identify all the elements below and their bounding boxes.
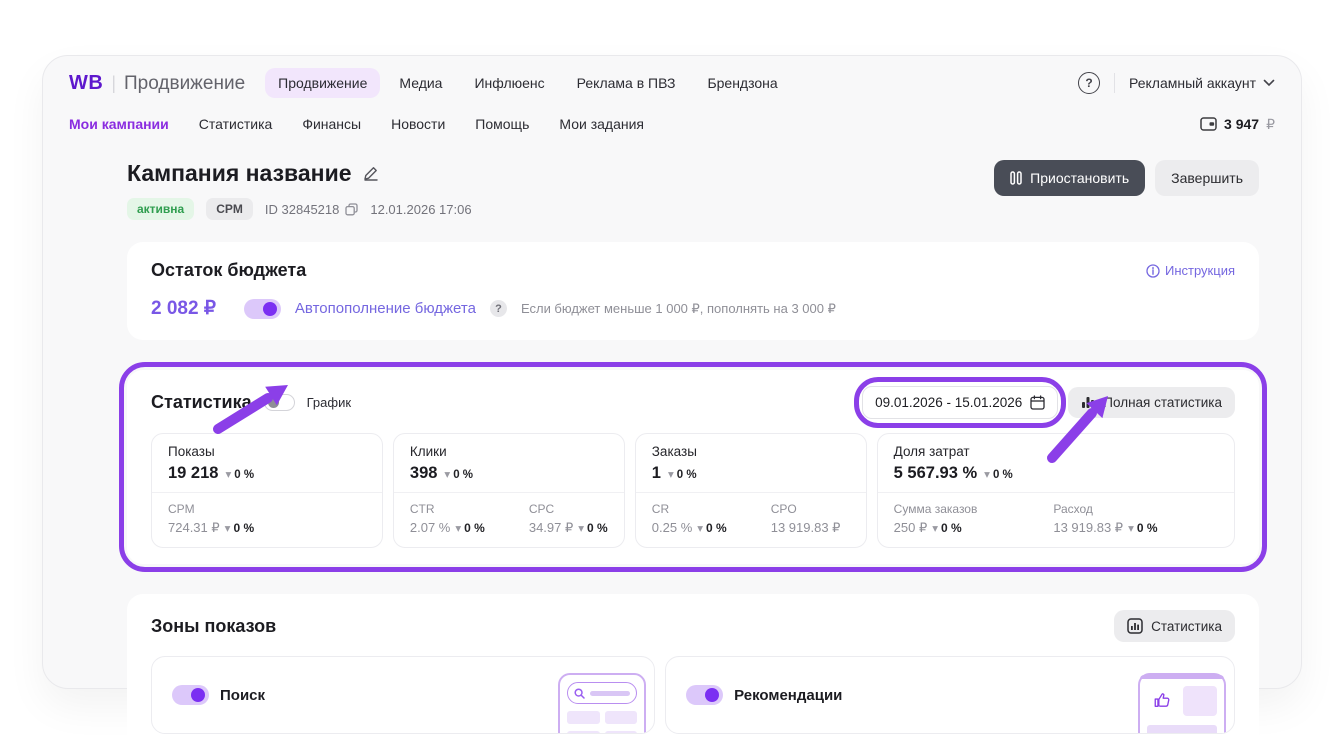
stat-value: 1 bbox=[651, 464, 661, 482]
account-label: Рекламный аккаунт bbox=[1129, 75, 1256, 91]
copy-icon[interactable] bbox=[345, 202, 359, 216]
change-down-icon: ▾ bbox=[444, 469, 451, 481]
zones-card: Зоны показов Статистика Поиск bbox=[127, 594, 1259, 750]
change-down-icon: ▾ bbox=[578, 523, 585, 535]
page-title-row: Кампания название bbox=[127, 160, 472, 187]
chevron-down-icon bbox=[1263, 79, 1275, 87]
tab-media[interactable]: Медиа bbox=[399, 75, 443, 91]
balance-amount: 3 947 bbox=[1224, 116, 1260, 132]
metric-cr: CR 0.25 % ▾ 0 % bbox=[651, 502, 727, 535]
autofill-hint: Если бюджет меньше 1 000 ₽, пополнять на… bbox=[520, 300, 836, 316]
stat-tile-cost-share[interactable]: Доля затрат 5 567.93 % ▾ 0 % Сумма заказо… bbox=[876, 433, 1235, 548]
stat-tile-orders[interactable]: Заказы 1 ▾ 0 % CR 0.25 % ▾ 0 % bbox=[634, 433, 867, 548]
metric-cpc: CPC 34.97 ₽ ▾ 0 % bbox=[528, 502, 608, 535]
zone-tile-recommendations: Рекомендации bbox=[665, 656, 1235, 734]
date-range-value: 09.01.2026 - 15.01.2026 bbox=[875, 395, 1023, 410]
date-range-picker[interactable]: 09.01.2026 - 15.01.2026 bbox=[862, 386, 1059, 419]
campaign-id: ID 32845218 bbox=[265, 202, 359, 217]
balance-widget[interactable]: 3 947 ₽ bbox=[1200, 116, 1275, 133]
search-icon bbox=[574, 687, 585, 699]
change-down-icon: ▾ bbox=[984, 469, 990, 481]
app-window: WB | Продвижение Продвижение Медиа Инфлю… bbox=[42, 55, 1302, 750]
change-down-icon: ▾ bbox=[667, 469, 674, 481]
thumbs-up-icon bbox=[1154, 693, 1170, 707]
zone-label-recommendations: Рекомендации bbox=[734, 686, 843, 704]
change-down-icon: ▾ bbox=[932, 523, 939, 535]
recommendations-zone-illustration bbox=[1138, 673, 1226, 733]
account-dropdown[interactable]: Рекламный аккаунт bbox=[1129, 75, 1275, 91]
tab-ads-pvz[interactable]: Реклама в ПВЗ bbox=[576, 75, 676, 91]
change-down-icon: ▾ bbox=[224, 523, 231, 535]
full-statistics-button[interactable]: Полная статистика bbox=[1068, 387, 1235, 418]
brand-logo[interactable]: WB | Продвижение bbox=[69, 72, 245, 95]
subnav-my-campaigns[interactable]: Мои кампании bbox=[69, 116, 169, 132]
type-badge: CPM bbox=[206, 198, 253, 220]
instruction-link[interactable]: Инструкция bbox=[1146, 263, 1235, 278]
sub-navbar: Мои кампании Статистика Финансы Новости … bbox=[43, 104, 1301, 144]
pause-button[interactable]: Приостановить bbox=[994, 160, 1146, 196]
stat-tile-clicks[interactable]: Клики 398 ▾ 0 % CTR 2.07 % ▾ 0 % bbox=[392, 433, 625, 548]
metric-orders-sum: Сумма заказов 250 ₽ ▾ 0 % bbox=[893, 502, 978, 535]
info-icon bbox=[1146, 263, 1160, 278]
change-down-icon: ▾ bbox=[697, 523, 704, 535]
status-badge: активна bbox=[127, 198, 195, 220]
subnav-news[interactable]: Новости bbox=[391, 116, 446, 132]
change-down-icon: ▾ bbox=[225, 469, 232, 481]
autofill-toggle[interactable] bbox=[243, 298, 281, 319]
campaign-updated: 12.01.2026 17:06 bbox=[370, 201, 472, 217]
bar-chart-icon bbox=[1082, 397, 1095, 408]
statistics-card: Статистика График 09.01.2026 - 15.01.202… bbox=[127, 370, 1259, 564]
statistics-title: Статистика bbox=[151, 392, 252, 412]
finish-button[interactable]: Завершить bbox=[1155, 160, 1259, 196]
campaign-meta-row: активна CPM ID 32845218 12.01.2026 17:06 bbox=[127, 198, 472, 220]
budget-amount: 2 082 ₽ bbox=[151, 298, 216, 319]
chart-toggle[interactable] bbox=[263, 394, 295, 411]
budget-title: Остаток бюджета bbox=[151, 260, 307, 280]
campaign-header: Кампания название активна CPM ID 3284521… bbox=[127, 160, 1259, 220]
boxed-chart-icon bbox=[1127, 618, 1143, 634]
help-icon[interactable]: ? bbox=[1078, 72, 1100, 94]
change-down-icon: ▾ bbox=[455, 523, 462, 535]
subnav-help[interactable]: Помощь bbox=[475, 116, 530, 132]
metric-cpm: CPM 724.31 ₽ ▾ 0 % bbox=[168, 502, 255, 535]
search-zone-illustration bbox=[558, 673, 647, 733]
balance-currency: ₽ bbox=[1266, 115, 1275, 132]
subnav-finances[interactable]: Финансы bbox=[302, 116, 362, 132]
tab-brandzone[interactable]: Брендзона bbox=[707, 75, 778, 91]
logo-divider: | bbox=[111, 72, 117, 93]
pause-icon bbox=[1010, 171, 1022, 185]
wallet-icon bbox=[1200, 117, 1217, 131]
top-tabs: Продвижение Медиа Инфлюенс Реклама в ПВЗ… bbox=[265, 68, 791, 98]
budget-card: Остаток бюджета Инструкция 2 082 ₽ Автоп… bbox=[127, 242, 1259, 340]
autofill-label[interactable]: Автопополнение бюджета bbox=[294, 300, 476, 317]
campaign-title: Кампания название bbox=[127, 160, 352, 186]
subnav-statistics[interactable]: Статистика bbox=[198, 116, 273, 132]
question-icon[interactable]: ? bbox=[489, 300, 507, 317]
zones-statistics-button[interactable]: Статистика bbox=[1114, 610, 1235, 642]
subnav-my-tasks[interactable]: Мои задания bbox=[559, 116, 644, 132]
chart-toggle-label: График bbox=[306, 395, 352, 410]
zone-label-search: Поиск bbox=[220, 686, 266, 704]
edit-pencil-icon[interactable] bbox=[362, 165, 380, 183]
zones-title: Зоны показов bbox=[151, 615, 277, 636]
top-navbar: WB | Продвижение Продвижение Медиа Инфлю… bbox=[43, 56, 1301, 104]
recommendations-zone-toggle[interactable] bbox=[686, 685, 724, 705]
zone-tile-search: Поиск bbox=[151, 656, 656, 734]
tab-promotion[interactable]: Продвижение bbox=[265, 68, 381, 98]
logo-wb: WB bbox=[69, 71, 104, 94]
tab-influence[interactable]: Инфлюенс bbox=[474, 75, 545, 91]
stat-value: 5 567.93 % bbox=[893, 464, 978, 482]
change-down-icon: ▾ bbox=[1128, 523, 1134, 535]
calendar-icon bbox=[1030, 395, 1045, 410]
stat-tile-impressions[interactable]: Показы 19 218 ▾ 0 % CPM 724.31 ₽ ▾ 0 % bbox=[151, 433, 383, 548]
search-zone-toggle[interactable] bbox=[172, 685, 209, 705]
stat-value: 19 218 bbox=[168, 464, 219, 482]
divider bbox=[1114, 73, 1115, 93]
metric-ctr: CTR 2.07 % ▾ 0 % bbox=[409, 502, 485, 535]
metric-cpo: CPO 13 919.83 ₽ bbox=[770, 502, 841, 535]
metric-spend: Расход 13 919.83 ₽ ▾ 0 % bbox=[1053, 502, 1158, 535]
logo-product-name: Продвижение bbox=[124, 72, 246, 94]
stat-value: 398 bbox=[409, 464, 438, 482]
